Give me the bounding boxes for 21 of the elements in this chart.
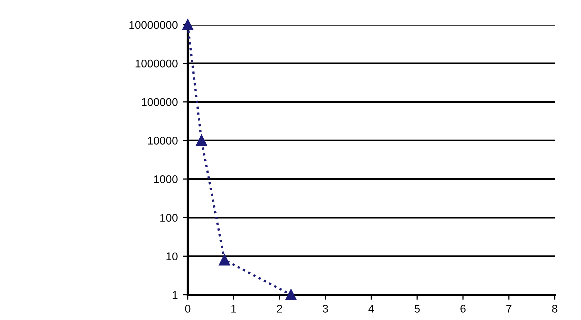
x-tick-label: 6: [460, 305, 466, 313]
y-tick-label: 100000: [142, 98, 178, 106]
point: [182, 19, 194, 31]
x-tick-label: 1: [232, 305, 236, 313]
point: [219, 254, 230, 266]
y-tick-label: 10000000: [130, 21, 178, 30]
x-tick-label: 7: [506, 305, 512, 313]
y-tick-label: 100: [160, 214, 178, 222]
x-tick-label: 5: [414, 305, 420, 313]
x-tick-label: 8: [552, 305, 558, 313]
x-tick-label: 3: [322, 305, 328, 313]
y-tick-label: 1: [172, 291, 178, 300]
x-tick-label: 2: [277, 305, 282, 313]
point: [286, 289, 297, 301]
x-tick-label: 0: [185, 305, 191, 313]
y-tick-label: 10000: [148, 136, 178, 145]
y-tick-label: 1000: [154, 176, 178, 184]
y-tick-label: 1000000: [136, 60, 178, 68]
point: [196, 135, 208, 146]
y-tick-label: 10: [166, 252, 178, 261]
x-tick-label: 4: [368, 305, 374, 313]
